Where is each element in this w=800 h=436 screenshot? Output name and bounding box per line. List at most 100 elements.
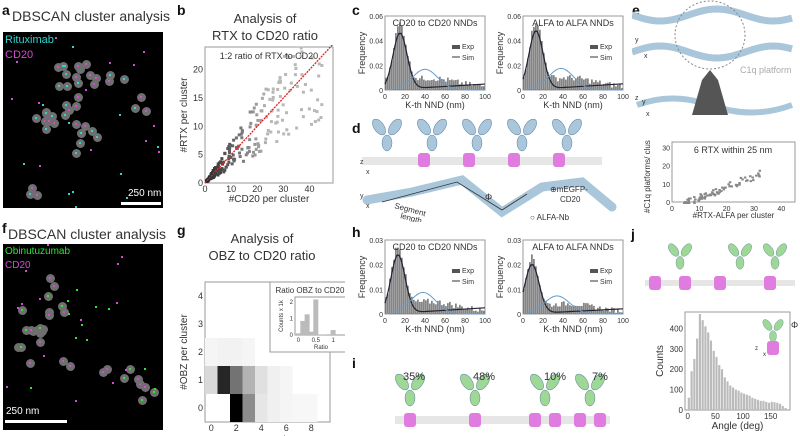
- heatmap-cell: [305, 394, 318, 422]
- localization-dot: [16, 307, 19, 310]
- x-tick-label: 30: [750, 206, 758, 213]
- x-tick-label: 0: [202, 184, 207, 194]
- scatter-point: [715, 191, 719, 194]
- fc-domain: [404, 389, 416, 407]
- x-tick-label: 60: [441, 318, 449, 325]
- segment-line: [381, 181, 528, 211]
- localization-dot: [53, 122, 56, 125]
- heatmap-cell: [275, 140, 279, 144]
- heatmap-cell: [242, 366, 255, 394]
- heatmap-cell: [220, 167, 224, 171]
- histogram-bar: [471, 306, 473, 314]
- scatter-point: [720, 190, 723, 193]
- heatmap-cell: [267, 394, 280, 422]
- histogram-bar: [573, 305, 575, 314]
- y-tick-label: 0.01: [369, 287, 383, 294]
- scatter-point: [724, 186, 727, 189]
- scatter-point: [707, 194, 711, 197]
- heatmap-cell: [293, 73, 297, 77]
- scalebar-label: 250 nm: [128, 188, 162, 199]
- histogram-bar: [773, 402, 776, 410]
- heatmap-cell: [310, 56, 314, 60]
- heatmap-cell: [239, 132, 243, 136]
- mEGFP-legend: ⊕mEGFP-: [550, 185, 588, 194]
- histogram-bar: [565, 79, 567, 90]
- legend-exp: Exp: [600, 268, 612, 275]
- localization-dot: [95, 135, 98, 138]
- inset-x-tick: 1: [331, 338, 335, 344]
- histogram-bar: [571, 77, 573, 90]
- heatmap-cell: [292, 394, 305, 422]
- heatmap-cell: [300, 108, 304, 112]
- histogram-bar: [395, 33, 397, 90]
- heatmap-cell: [253, 142, 257, 146]
- histogram-bar: [765, 401, 768, 410]
- heatmap-cell: [260, 96, 264, 100]
- localization-dot: [62, 360, 65, 363]
- histogram-bar: [435, 304, 437, 314]
- histogram-bar: [531, 254, 533, 314]
- localization-dot: [39, 165, 42, 168]
- heatmap-cell: [238, 151, 242, 155]
- heatmap-cell: [237, 133, 241, 137]
- localization-dot: [89, 73, 92, 76]
- heatmap-cell: [214, 171, 218, 175]
- histogram-bar: [611, 87, 613, 90]
- histogram-bar: [603, 83, 605, 90]
- heatmap-cell: [278, 76, 282, 80]
- histogram-bar: [533, 26, 535, 91]
- x-axis-label: K-th NND (nm): [405, 324, 465, 334]
- heatmap-cell: [289, 81, 293, 85]
- histogram-bar: [553, 305, 555, 314]
- localization-dot: [133, 106, 136, 109]
- inset-y-tick: 1: [290, 316, 294, 322]
- heatmap-cell: [239, 126, 243, 130]
- inset-bar: [295, 333, 301, 335]
- localization-dot: [42, 104, 45, 107]
- histogram-bar: [423, 299, 425, 314]
- heatmap-cell: [264, 137, 268, 141]
- x-tick-label: 0: [670, 206, 674, 213]
- histogram-bar: [781, 405, 784, 410]
- localization-dot: [121, 256, 124, 258]
- scatter-point: [686, 198, 689, 201]
- fab-arm: [763, 243, 775, 257]
- scatter-point: [703, 193, 706, 196]
- heatmap-cell: [287, 132, 291, 136]
- y-tick-label: 0.04: [369, 39, 383, 46]
- y-tick-label: 200: [670, 365, 684, 374]
- x-tick-label: 60: [441, 94, 449, 101]
- localization-dot: [72, 190, 75, 193]
- plot-frame: [522, 239, 624, 315]
- scatter-point: [699, 193, 702, 196]
- localization-dot: [123, 377, 125, 380]
- localization-dot: [54, 36, 57, 39]
- localization-dot: [46, 294, 49, 297]
- legend-exp-swatch: [452, 269, 460, 273]
- fab-arm: [462, 118, 476, 136]
- panel-b-title-2: RTX to CD20 ratio: [212, 28, 318, 43]
- scatter-point: [687, 197, 691, 200]
- histogram-bar: [690, 371, 693, 410]
- heatmap-cell: [217, 171, 221, 175]
- histogram-bar: [720, 369, 724, 410]
- x-tick-label: 40: [421, 94, 429, 101]
- histogram-bar: [535, 23, 537, 91]
- inset-axes: [294, 296, 345, 336]
- antibody-icon: [762, 319, 784, 342]
- localization-dot: [75, 289, 78, 292]
- localization-dot: [143, 386, 146, 389]
- histogram-bar: [723, 377, 726, 410]
- scatter-point: [705, 194, 709, 197]
- x-tick-label: 40: [559, 94, 567, 101]
- localization-dot: [51, 114, 54, 117]
- heatmap-cell: [248, 138, 252, 142]
- axis-x: x: [366, 169, 370, 176]
- localization-dot: [94, 76, 97, 79]
- localization-dot: [29, 387, 32, 390]
- histogram-bar: [451, 79, 453, 90]
- heatmap-cell: [285, 111, 289, 115]
- histogram-bar: [726, 381, 729, 410]
- sim-curve-kth: [522, 67, 624, 91]
- panel-f-label: f: [2, 220, 7, 236]
